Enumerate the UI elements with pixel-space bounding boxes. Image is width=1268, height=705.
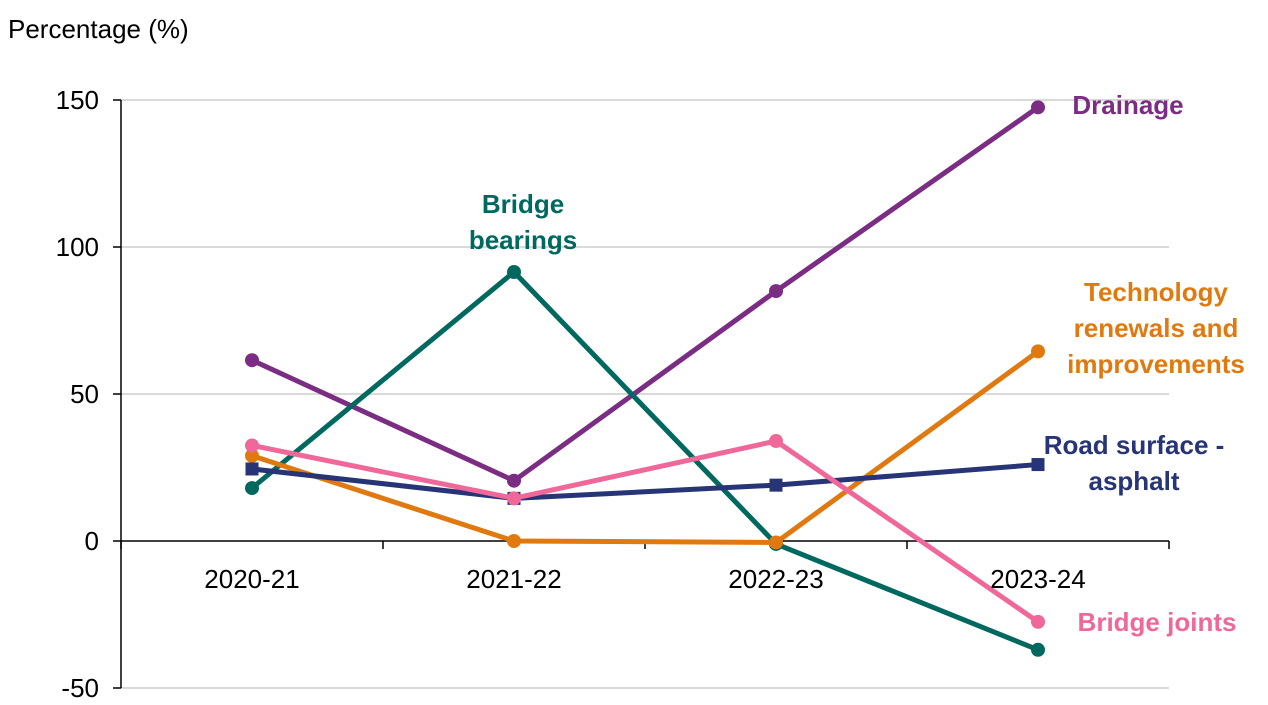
- data-point: [507, 264, 521, 279]
- data-point: [769, 478, 783, 492]
- series-label-line: asphalt: [1088, 466, 1179, 496]
- x-tick-label: 2023-24: [990, 564, 1085, 594]
- series-line: [249, 462, 1041, 501]
- data-point: [245, 448, 259, 463]
- x-tick-label: 2021-22: [466, 564, 561, 594]
- x-tick-label: 2020-21: [204, 564, 299, 594]
- series-label: Technology renewals and improvements: [1067, 277, 1245, 379]
- y-tick-label: 0: [85, 526, 99, 556]
- data-point: [507, 534, 521, 548]
- series-label: Road surface - asphalt: [1044, 430, 1225, 496]
- series-label-line: renewals and: [1074, 313, 1239, 343]
- y-tick-label: 150: [56, 85, 99, 115]
- data-point: [245, 481, 259, 496]
- series-label: Drainage: [1072, 90, 1183, 120]
- x-tick-label: 2022-23: [728, 564, 823, 594]
- y-axis-title: Percentage (%): [8, 14, 189, 44]
- y-tick-label: -50: [61, 673, 99, 700]
- series-label-line: Drainage: [1072, 90, 1183, 120]
- data-point: [1031, 458, 1045, 472]
- series-label-line: Bridge joints: [1078, 607, 1237, 637]
- data-point: [245, 353, 259, 368]
- data-point: [1031, 100, 1045, 115]
- data-point: [1031, 614, 1045, 629]
- data-point: [769, 284, 783, 299]
- data-point: [507, 473, 521, 488]
- data-point: [769, 434, 783, 449]
- series-label: Bridge bearings: [469, 189, 577, 255]
- data-point: [245, 462, 259, 476]
- data-point: [507, 491, 521, 506]
- series-line: [249, 269, 1041, 653]
- series-line: [249, 348, 1041, 545]
- series-label-line: improvements: [1067, 349, 1245, 379]
- series-label-line: Technology: [1084, 277, 1229, 307]
- data-point: [1031, 642, 1045, 657]
- series-label: Bridge joints: [1078, 607, 1237, 637]
- series-label-line: bearings: [469, 225, 577, 255]
- y-tick-label: 100: [56, 232, 99, 262]
- data-point: [769, 535, 783, 550]
- y-tick-label: 50: [70, 379, 99, 409]
- series-label-line: Road surface -: [1044, 430, 1225, 460]
- series-line: [249, 104, 1041, 484]
- data-point: [245, 438, 259, 453]
- series-line: [249, 438, 1041, 625]
- series-label-line: Bridge: [482, 189, 564, 219]
- data-point: [1031, 344, 1045, 359]
